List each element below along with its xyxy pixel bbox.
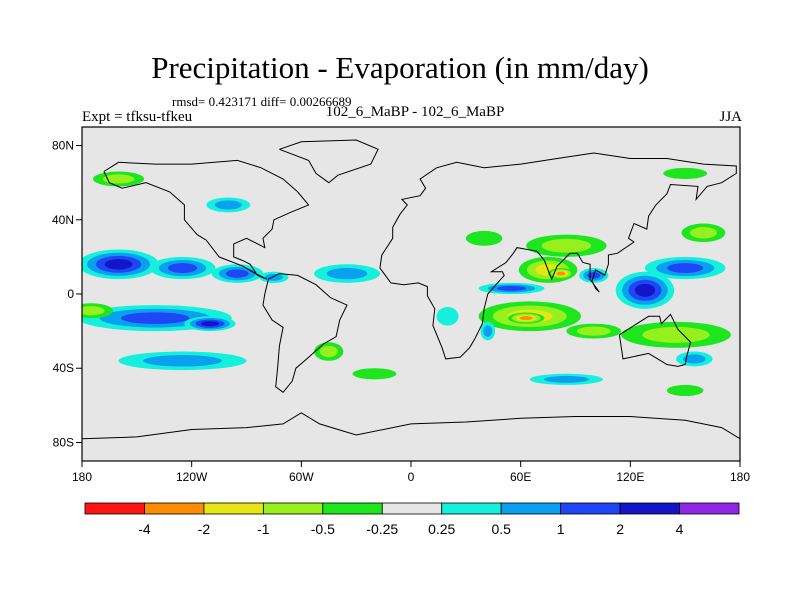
anomaly-west-pacific-south (642, 326, 710, 343)
x-tick-label: 60E (510, 470, 531, 484)
anomaly-west-pacific-north (667, 263, 704, 273)
colorbar-swatch (262, 502, 324, 515)
colorbar-swatch (619, 502, 680, 515)
anomaly-south-pacific-band (120, 312, 190, 324)
colorbar-swatch (560, 502, 621, 515)
anomaly-tropical-atlantic (326, 267, 368, 280)
colorbar: -4 -2 -1 -0.5 -0.25 0.25 0.5 1 2 4 (84, 502, 740, 537)
y-axis: 80N 40N 0 40S 80S (52, 139, 82, 449)
anomaly-southern-ocean-aus (666, 384, 704, 397)
coastline-layer (82, 139, 740, 440)
anomaly-north-pacific-east (167, 263, 198, 273)
experiment-label: Expt = tfksu-tfkeu (82, 109, 193, 125)
colorbar-label: -0.25 (366, 521, 398, 537)
chart-title: Precipitation - Evaporation (in mm/day) (151, 50, 649, 85)
anomaly-south-indian (576, 326, 611, 336)
x-tick-label: 180 (730, 470, 750, 484)
anomaly-south-america-east (319, 345, 338, 358)
y-tick-label: 40N (52, 213, 74, 227)
coastline-afro-eurasia (379, 152, 737, 360)
anomaly-indian-ocean-wet (496, 285, 527, 291)
anomaly-layer (82, 167, 731, 397)
comparison-label: 102_6_MaBP - 102_6_MaBP (325, 104, 505, 120)
colorbar-swatch (381, 502, 443, 515)
x-tick-label: 180 (72, 470, 92, 484)
colorbar-swatch (322, 502, 383, 515)
anomaly-arctic-pacific (102, 174, 135, 184)
colorbar-swatch (203, 502, 264, 515)
coastline-south-america (262, 273, 348, 393)
anomaly-north-pacific-wet (104, 259, 133, 270)
coastline-north-america (103, 159, 310, 280)
colorbar-label: 0.5 (491, 521, 511, 537)
colorbar-label: -0.5 (311, 521, 335, 537)
season-label: JJA (719, 109, 742, 125)
anomaly-madagascar (483, 325, 493, 337)
colorbar-swatch (84, 502, 145, 515)
colorbar-label: -2 (198, 521, 211, 537)
stats-text: rmsd= 0.423171 diff= 0.00266689 (172, 94, 352, 109)
anomaly-southern-ocean-atl (352, 368, 397, 380)
anomaly-south-pacific-mid (143, 355, 222, 367)
y-tick-label: 80S (53, 435, 74, 449)
x-tick-label: 120W (176, 470, 208, 484)
y-tick-label: 40S (53, 361, 74, 375)
anomaly-southern-ocean-ind (543, 375, 589, 383)
anomaly-central-asia (465, 230, 503, 246)
x-tick-label: 60W (289, 470, 314, 484)
colorbar-swatch (144, 502, 205, 515)
anomaly-arctic-east (663, 167, 708, 179)
colorbar-label: 2 (616, 521, 624, 537)
anomaly-japan-east (689, 227, 717, 239)
anomaly-asia-north (541, 238, 592, 253)
x-tick-label: 120E (616, 470, 644, 484)
colorbar-swatch (679, 502, 740, 515)
colorbar-label: 1 (557, 521, 565, 537)
anomaly-south-pacific-core (201, 321, 219, 327)
coastline-greenland (279, 139, 379, 184)
anomaly-central-america (264, 273, 283, 281)
anomaly-east-pacific-itcz (225, 269, 249, 278)
y-tick-label: 0 (67, 287, 74, 301)
coastline-australia (618, 313, 692, 367)
coastline-antarctica-coast (82, 412, 740, 440)
colorbar-label: -1 (257, 521, 270, 537)
colorbar-swatch (441, 502, 502, 515)
anomaly-india-core (556, 271, 566, 276)
y-tick-label: 80N (52, 139, 74, 153)
colorbar-swatch (500, 502, 562, 515)
anomaly-australia-east (683, 354, 706, 364)
x-axis: 180 120W 60W 0 60E 120E 180 (72, 461, 750, 484)
colorbar-label: -4 (138, 521, 151, 537)
anomaly-africa-interior (436, 306, 459, 326)
anomaly-maritime-continent (634, 283, 656, 297)
anomaly-north-atlantic (214, 200, 242, 210)
anomaly-south-pacific-west (82, 306, 105, 316)
colorbar-label: 4 (676, 521, 684, 537)
colorbar-label: 0.25 (428, 521, 455, 537)
anomaly-indian-ocean-core (519, 316, 533, 321)
x-tick-label: 0 (408, 470, 415, 484)
